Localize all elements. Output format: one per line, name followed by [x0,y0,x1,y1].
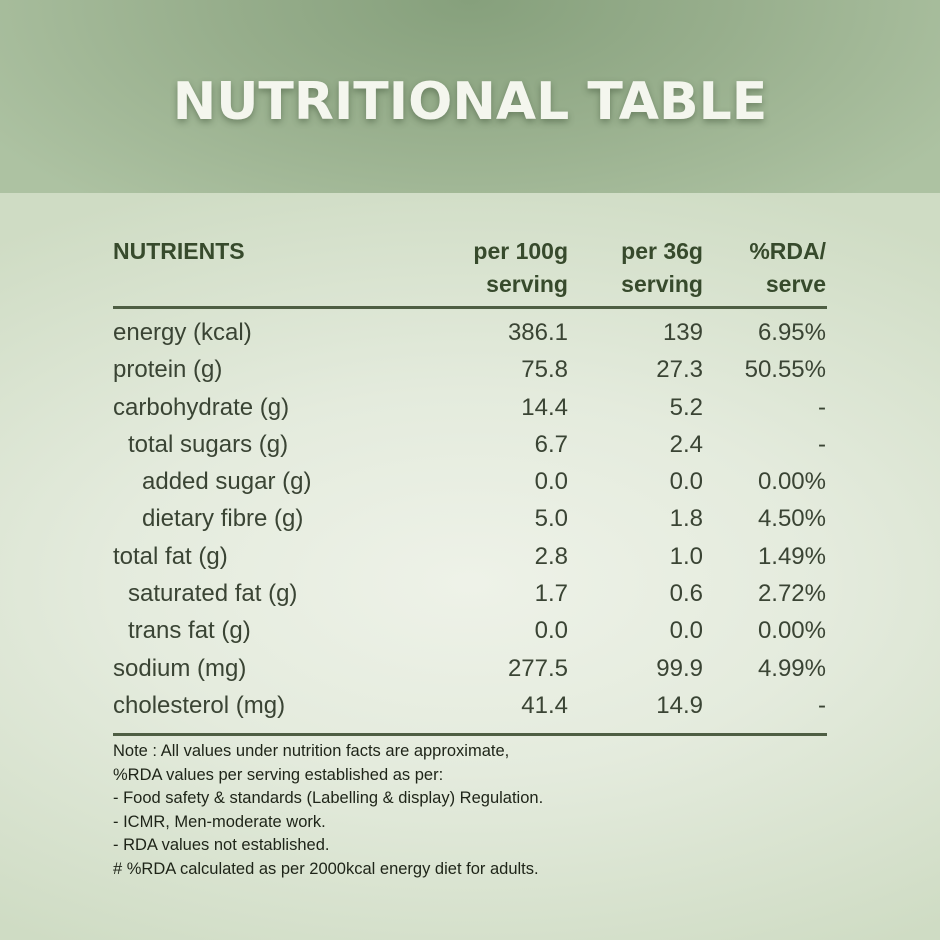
rda-value: 4.99% [757,654,826,682]
per-100g-value: 386.1 [507,319,568,346]
rda-value: 1.49% [757,542,826,570]
table-row: saturated fat (g) 1.7 0.6 2.72% [113,576,827,613]
nutrient-name: carbohydrate (g) [113,393,290,421]
note-line: - ICMR, Men-moderate work. [113,812,326,831]
per-100g-value: 0.0 [534,617,568,645]
rda-value: 0.00% [757,617,826,645]
per-36g-value: 1.8 [669,505,703,533]
table-row: total fat (g) 2.8 1.0 1.49% [113,539,827,576]
per-100g-value: 14.4 [521,393,568,421]
nutrient-name: energy (kcal) [113,319,252,346]
footer-divider [113,733,827,737]
per-100g-value: 277.5 [507,654,568,682]
note-line: # %RDA calculated as per 2000kcal energy… [113,859,539,878]
header-rda-line1: %RDA/ [749,238,826,264]
table-body: energy (kcal) 386.1 139 6.95% protein (g… [113,309,827,725]
header-rda: %RDA/ serve [749,235,826,301]
nutrient-name: sodium (mg) [113,654,247,682]
per-100g-value: 2.8 [534,542,568,570]
nutrient-name: protein (g) [113,356,223,384]
header-per-36g: per 36g serving [621,235,703,301]
per-36g-value: 0.0 [669,468,703,496]
table-row: protein (g) 75.8 27.3 50.55% [113,352,827,389]
header-per-36g-line1: per 36g [621,238,703,264]
rda-value: 2.72% [757,580,826,608]
per-100g-value: 0.0 [534,468,568,496]
nutrient-name: dietary fibre (g) [142,505,304,533]
table-header: NUTRIENTS per 100g serving per 36g servi… [113,232,827,306]
note-line: %RDA values per serving established as p… [113,765,444,784]
header-divider [113,306,827,309]
table-row: carbohydrate (g) 14.4 5.2 - [113,390,827,427]
nutrient-name: added sugar (g) [142,468,312,496]
per-36g-value: 0.6 [669,580,703,608]
per-36g-value: 2.4 [669,430,703,458]
header-nutrients: NUTRIENTS [113,235,245,268]
rda-value: - [818,691,826,719]
table-row: total sugars (g) 6.7 2.4 - [113,427,827,464]
rda-value: - [818,393,826,421]
nutrient-name: total sugars (g) [128,430,289,458]
per-36g-value: 27.3 [656,356,703,384]
per-100g-value: 5.0 [534,505,568,533]
table-row: added sugar (g) 0.0 0.0 0.00% [113,464,827,501]
per-36g-value: 139 [662,319,703,346]
table-row: cholesterol (mg) 41.4 14.9 - [113,688,827,725]
rda-value: - [818,430,826,458]
note-line: - Food safety & standards (Labelling & d… [113,789,544,807]
header-per-100g-line2: serving [486,271,568,297]
rda-value: 6.95% [757,319,826,346]
nutrient-name: cholesterol (mg) [113,691,286,719]
rda-value: 50.55% [744,356,826,384]
nutrient-name: total fat (g) [113,542,228,570]
header-per-100g: per 100g serving [473,235,568,301]
table-row: trans fat (g) 0.0 0.0 0.00% [113,613,827,650]
per-100g-value: 1.7 [534,580,568,608]
page-title: NUTRITIONAL TABLE [172,72,768,132]
nutrient-name: trans fat (g) [128,617,251,645]
header-per-36g-line2: serving [621,271,703,297]
per-36g-value: 0.0 [669,617,703,645]
footnotes: Note : All values under nutrition facts … [113,740,543,881]
per-100g-value: 41.4 [521,691,568,719]
header-rda-line2: serve [765,271,826,297]
header-per-100g-line1: per 100g [473,238,568,264]
per-36g-value: 5.2 [669,393,703,421]
per-36g-value: 14.9 [656,691,703,719]
table-row: energy (kcal) 386.1 139 6.95% [113,315,827,352]
nutrition-table: NUTRIENTS per 100g serving per 36g servi… [113,232,827,737]
per-100g-value: 75.8 [521,356,568,384]
table-row: sodium (mg) 277.5 99.9 4.99% [113,651,827,688]
per-100g-value: 6.7 [534,430,568,458]
header-nutrients-label: NUTRIENTS [113,238,245,264]
per-36g-value: 99.9 [656,654,703,682]
table-row: dietary fibre (g) 5.0 1.8 4.50% [113,501,827,538]
per-36g-value: 1.0 [669,542,703,570]
note-line: Note : All values under nutrition facts … [113,742,510,760]
rda-value: 4.50% [757,505,826,533]
header-band: NUTRITIONAL TABLE [0,0,940,193]
nutrient-name: saturated fat (g) [128,580,298,608]
rda-value: 0.00% [757,468,826,496]
note-line: - RDA values not established. [113,836,330,854]
